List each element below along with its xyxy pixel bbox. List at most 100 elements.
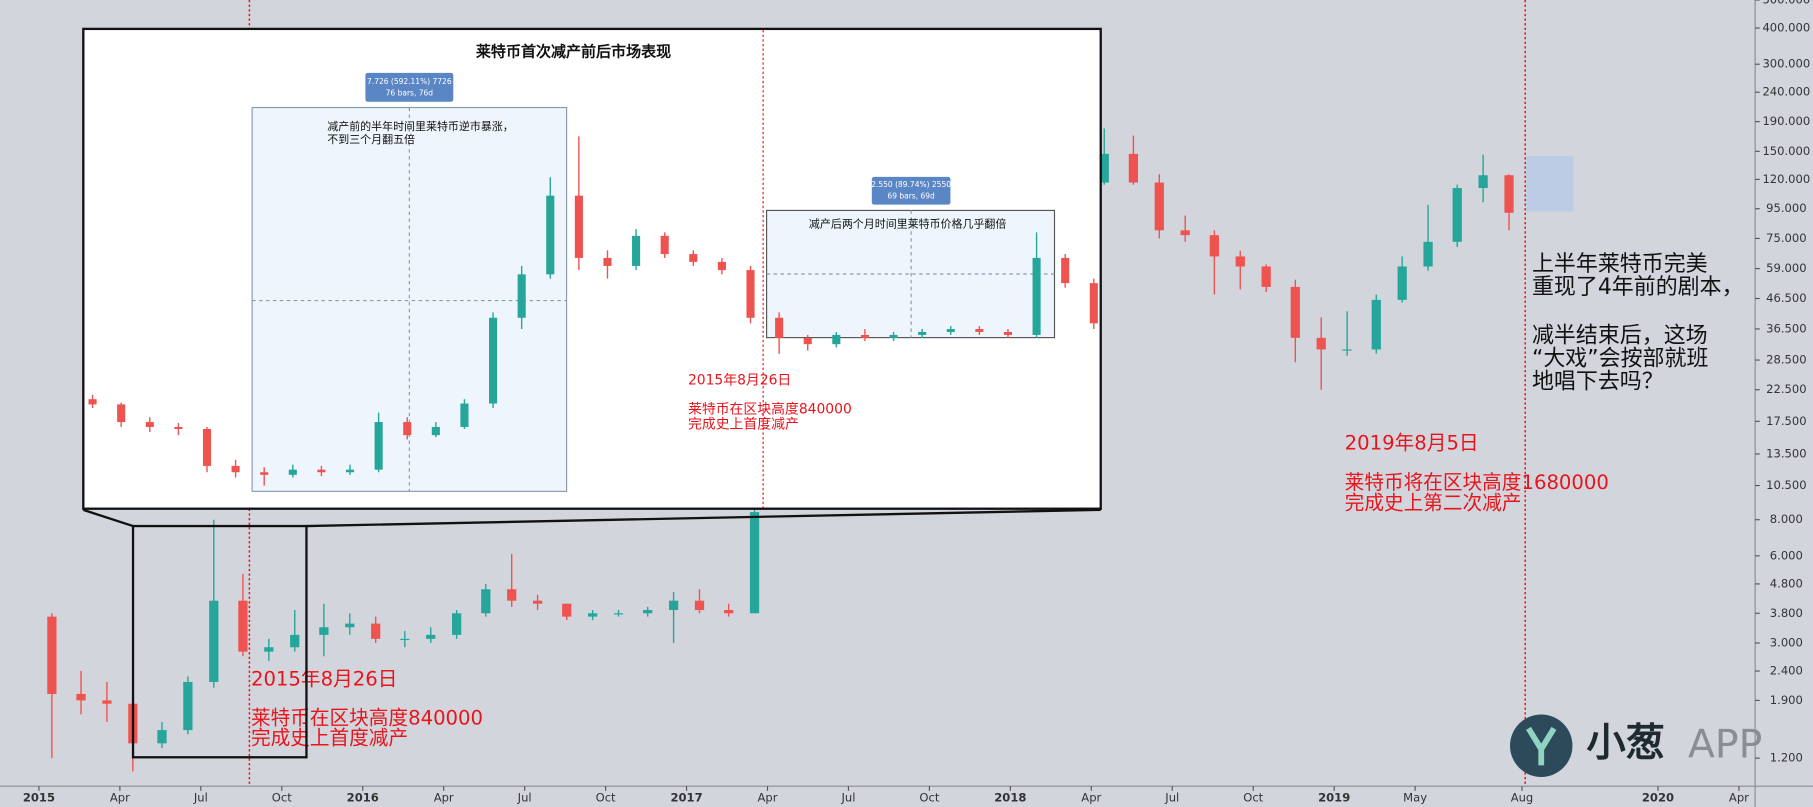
measure-label-box bbox=[871, 176, 951, 205]
zoom-connector bbox=[306, 508, 1101, 528]
candle-body bbox=[632, 235, 641, 266]
candle-body bbox=[1154, 182, 1164, 231]
candle-body bbox=[1452, 188, 1462, 242]
measure-label: 7.726 (592.11%) 7726 bbox=[367, 77, 452, 86]
x-tick-label: Jul bbox=[517, 790, 532, 804]
inset-title: 莱特币首次减产前后市场表现 bbox=[476, 43, 671, 61]
commentary: 减半结束后，这场 bbox=[1532, 323, 1708, 348]
candle-body bbox=[1061, 257, 1070, 284]
candle-body bbox=[1290, 286, 1300, 338]
x-tick-label: Oct bbox=[919, 790, 939, 804]
candle-body bbox=[803, 337, 812, 345]
commentary: 地唱下去吗？ bbox=[1532, 370, 1664, 395]
candle-body bbox=[603, 257, 612, 266]
x-tick-label: 2017 bbox=[670, 790, 702, 804]
y-tick-label: 1.900 bbox=[1770, 693, 1803, 707]
candle-body bbox=[532, 600, 543, 604]
inset-candles bbox=[88, 136, 1098, 486]
candle-body bbox=[76, 693, 86, 701]
candle-body bbox=[643, 610, 653, 614]
measure-note: 不到三个月翻五倍 bbox=[327, 132, 415, 146]
annotation: 莱特币将在区块高度1680000 bbox=[1345, 471, 1609, 494]
measure-bars: 69 bars, 69d bbox=[887, 192, 935, 201]
candle-body bbox=[574, 195, 583, 258]
measure-label-box bbox=[365, 72, 454, 102]
main-annotations: 2015年8月26日 莱特币在区块高度840000 完成史上首度减产 2019年… bbox=[82, 156, 1744, 759]
measure-label: 2.550 (89.74%) 2550 bbox=[871, 180, 951, 189]
candle-body bbox=[775, 317, 784, 338]
candle-body bbox=[946, 329, 955, 332]
candle-body bbox=[290, 634, 300, 648]
x-tick-label: Apr bbox=[1081, 790, 1101, 804]
candle-body bbox=[724, 610, 734, 614]
y-tick-label: 13.500 bbox=[1766, 446, 1806, 460]
candle-body bbox=[1478, 175, 1488, 189]
candle-body bbox=[588, 613, 598, 617]
y-tick-label: 2.400 bbox=[1770, 664, 1803, 678]
candle-body bbox=[1423, 241, 1433, 267]
annotation: 完成史上首度减产 bbox=[251, 726, 408, 749]
candle-body bbox=[975, 329, 984, 332]
y-tick-label: 75.000 bbox=[1766, 231, 1806, 245]
logo-glyph bbox=[1526, 726, 1557, 766]
x-tick-label: 2015 bbox=[23, 790, 55, 804]
measure-note: 减产前的半年时间里莱特币逆市暴涨， bbox=[327, 119, 513, 133]
y-tick-label: 1.200 bbox=[1770, 751, 1803, 765]
candle-body bbox=[209, 600, 219, 682]
x-tick-label: Oct bbox=[596, 790, 616, 804]
commentary: 上半年莱特币完美 bbox=[1532, 252, 1708, 277]
candle-body bbox=[264, 647, 274, 652]
x-tick-label: Oct bbox=[1243, 790, 1263, 804]
x-tick-label: 2019 bbox=[1318, 790, 1350, 804]
candle-body bbox=[613, 613, 624, 615]
annotation: 莱特币在区块高度840000 bbox=[251, 707, 483, 730]
candle-body bbox=[517, 274, 526, 318]
candle-body bbox=[117, 404, 126, 423]
y-tick-label: 150.000 bbox=[1762, 144, 1810, 158]
candle-body bbox=[832, 334, 841, 345]
y-tick-label: 95.000 bbox=[1766, 201, 1806, 215]
x-tick-label: Apr bbox=[434, 790, 454, 804]
candle-body bbox=[288, 469, 297, 475]
candle-body bbox=[1180, 230, 1190, 236]
candle-body bbox=[460, 403, 469, 427]
candle-body bbox=[374, 422, 383, 470]
annotation: 完成史上第二次减产 bbox=[1345, 492, 1522, 515]
x-tick-label: Jul bbox=[193, 790, 208, 804]
y-tick-label: 300.000 bbox=[1762, 57, 1810, 71]
logo-suffix: APP bbox=[1688, 722, 1762, 767]
candle-body bbox=[102, 700, 112, 704]
candle-body bbox=[88, 399, 97, 405]
zoom-box bbox=[131, 524, 308, 759]
candle-body bbox=[174, 426, 183, 429]
candle-body bbox=[749, 512, 760, 614]
candle-body bbox=[689, 254, 698, 262]
x-tick-label: Apr bbox=[758, 790, 778, 804]
candle-body bbox=[1003, 331, 1013, 335]
candle-body bbox=[562, 603, 572, 617]
candle-body bbox=[507, 589, 517, 601]
candle-body bbox=[345, 623, 355, 628]
y-tick-label: 22.500 bbox=[1766, 382, 1806, 396]
candle-body bbox=[668, 600, 679, 611]
annotation: 2019年8月5日 bbox=[1345, 431, 1479, 454]
candle-body bbox=[426, 634, 436, 639]
annotation: 2015年8月26日 bbox=[251, 667, 397, 690]
candle-body bbox=[860, 334, 869, 338]
candle-body bbox=[260, 472, 269, 475]
candle-body bbox=[452, 613, 462, 635]
candle-body bbox=[918, 331, 927, 335]
x-tick-label: Jul bbox=[840, 790, 855, 804]
y-tick-label: 10.500 bbox=[1766, 478, 1806, 492]
y-tick-label: 500.000 bbox=[1762, 0, 1810, 6]
y-tick-label: 59.000 bbox=[1766, 261, 1806, 275]
logo-mark: 小葱 bbox=[1586, 721, 1665, 766]
candle-body bbox=[202, 428, 212, 466]
candle-body bbox=[47, 616, 57, 694]
measure-note: 减产后两个月时间里莱特币价格几乎翻倍 bbox=[809, 216, 1006, 230]
candle-body bbox=[319, 627, 329, 635]
y-tick-label: 120.000 bbox=[1762, 172, 1810, 186]
x-tick-label: 2020 bbox=[1642, 790, 1674, 804]
x-tick-label: Aug bbox=[1511, 790, 1534, 804]
candle-body bbox=[1342, 349, 1352, 351]
